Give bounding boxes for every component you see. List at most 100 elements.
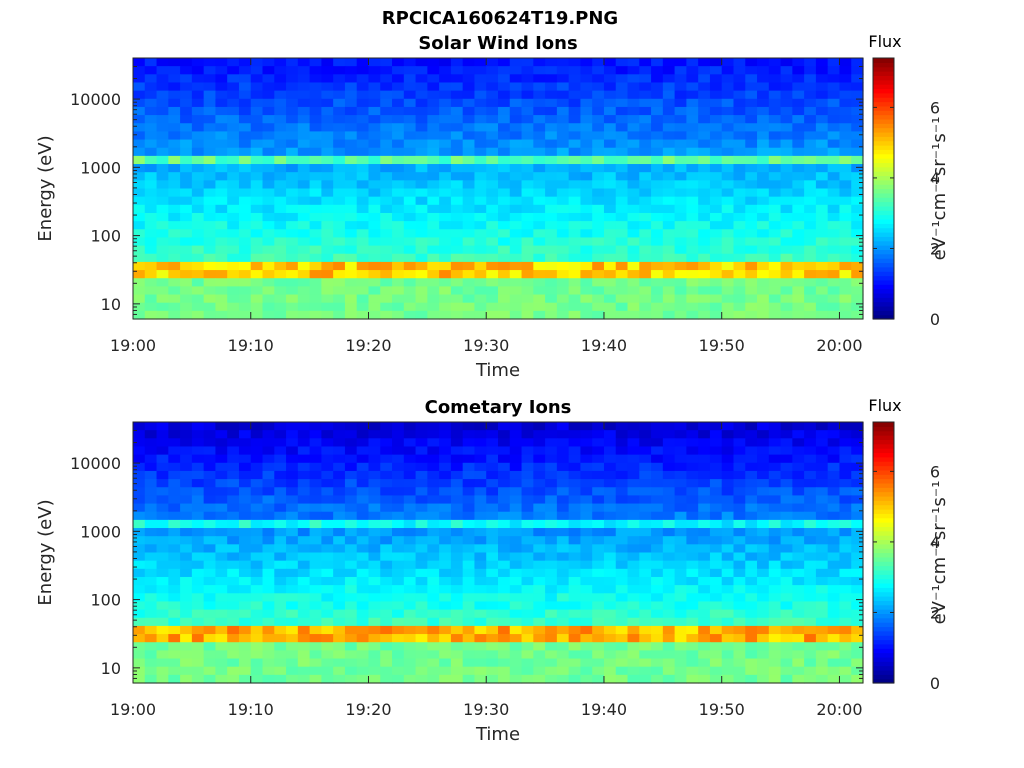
heatmap-cell <box>238 674 252 684</box>
heatmap-cell <box>227 430 240 439</box>
heatmap-cell <box>662 147 676 157</box>
heatmap-cell <box>745 544 758 554</box>
heatmap-cell <box>639 172 652 181</box>
heatmap-cell <box>603 66 617 75</box>
heatmap-cell <box>709 454 723 464</box>
heatmap-cell <box>851 164 864 173</box>
heatmap-cell <box>380 503 393 513</box>
heatmap-cell <box>509 221 523 230</box>
heatmap-cell <box>215 74 228 84</box>
heatmap-cell <box>203 438 217 448</box>
heatmap-cell <box>615 82 629 92</box>
heatmap-cell <box>333 430 346 439</box>
heatmap-cell <box>792 503 805 513</box>
heatmap-cell <box>639 536 652 545</box>
heatmap-cell <box>521 519 534 529</box>
heatmap-cell <box>403 310 417 320</box>
heatmap-cell <box>745 74 758 84</box>
heatmap-cell <box>368 462 381 472</box>
heatmap-cell <box>698 74 711 84</box>
heatmap-cell <box>286 601 299 611</box>
heatmap-cell <box>851 74 864 84</box>
heatmap-cell <box>133 147 146 157</box>
heatmap-cell <box>556 585 570 594</box>
heatmap-cell <box>215 286 228 296</box>
heatmap-cell <box>815 286 829 296</box>
heatmap-cell <box>827 164 841 173</box>
colorbar-step <box>873 556 894 562</box>
heatmap-cell <box>168 430 181 439</box>
heatmap-cell <box>191 634 205 643</box>
heatmap-cell <box>580 609 593 619</box>
heatmap-cell <box>368 650 381 660</box>
heatmap-cell <box>615 278 629 287</box>
heatmap-cell <box>733 609 746 619</box>
heatmap-cell <box>709 503 723 513</box>
heatmap-cell <box>286 196 299 206</box>
heatmap-cell <box>674 544 687 554</box>
heatmap-cell <box>450 270 464 279</box>
heatmap-cell <box>721 585 735 594</box>
heatmap-cell <box>815 155 829 165</box>
heatmap-cell <box>156 310 169 320</box>
heatmap-cell <box>627 658 640 668</box>
heatmap-cell <box>627 609 640 619</box>
heatmap-cell <box>839 66 852 75</box>
heatmap-cell <box>368 658 381 668</box>
heatmap-cell <box>733 253 746 263</box>
heatmap-cell <box>333 454 346 464</box>
heatmap-cell <box>180 658 193 668</box>
heatmap-cell <box>603 674 617 684</box>
heatmap-cell <box>144 155 158 165</box>
heatmap-cell <box>768 270 782 279</box>
heatmap-cell <box>498 593 511 603</box>
heatmap-cell <box>827 66 841 75</box>
heatmap-cell <box>297 82 311 92</box>
heatmap-cell <box>309 302 322 312</box>
heatmap-cell <box>745 270 758 279</box>
heatmap-cell <box>603 576 617 586</box>
heatmap-cell <box>568 229 582 239</box>
heatmap-cell <box>144 98 158 108</box>
heatmap-cell <box>321 302 334 312</box>
heatmap-cell <box>356 172 370 181</box>
heatmap-cell <box>309 82 322 92</box>
heatmap-cell <box>368 454 381 464</box>
heatmap-cell <box>297 511 311 521</box>
heatmap-cell <box>286 278 299 287</box>
heatmap-cell <box>368 196 381 206</box>
heatmap-cell <box>780 237 793 247</box>
heatmap-cell <box>498 609 511 619</box>
heatmap-cell <box>521 585 534 594</box>
heatmap-cell <box>592 422 605 431</box>
heatmap-cell <box>321 245 334 255</box>
heatmap-cell <box>815 519 829 529</box>
heatmap-cell <box>674 302 687 312</box>
heatmap-cell <box>498 470 511 480</box>
heatmap-cell <box>851 609 864 619</box>
heatmap-cell <box>733 511 746 521</box>
heatmap-cell <box>674 609 687 619</box>
heatmap-cell <box>392 58 405 67</box>
heatmap-cell <box>227 593 240 603</box>
heatmap-cell <box>662 229 676 239</box>
heatmap-cell <box>203 180 217 190</box>
heatmap-cell <box>804 164 817 173</box>
heatmap-cell <box>392 454 405 464</box>
heatmap-cell <box>615 98 629 108</box>
colorbar-step <box>873 613 894 619</box>
heatmap-cell <box>368 438 381 448</box>
heatmap-cell <box>498 172 511 181</box>
heatmap-cell <box>156 180 169 190</box>
heatmap-cell <box>815 438 829 448</box>
heatmap-cell <box>486 294 499 304</box>
heatmap-cell <box>709 123 723 133</box>
heatmap-cell <box>486 438 499 448</box>
heatmap-cell <box>745 552 758 562</box>
heatmap-cell <box>592 544 605 554</box>
heatmap-cell <box>509 139 523 149</box>
heatmap-cell <box>509 237 523 247</box>
heatmap-cell <box>274 666 287 676</box>
heatmap-cell <box>321 98 334 108</box>
heatmap-cell <box>274 568 287 578</box>
